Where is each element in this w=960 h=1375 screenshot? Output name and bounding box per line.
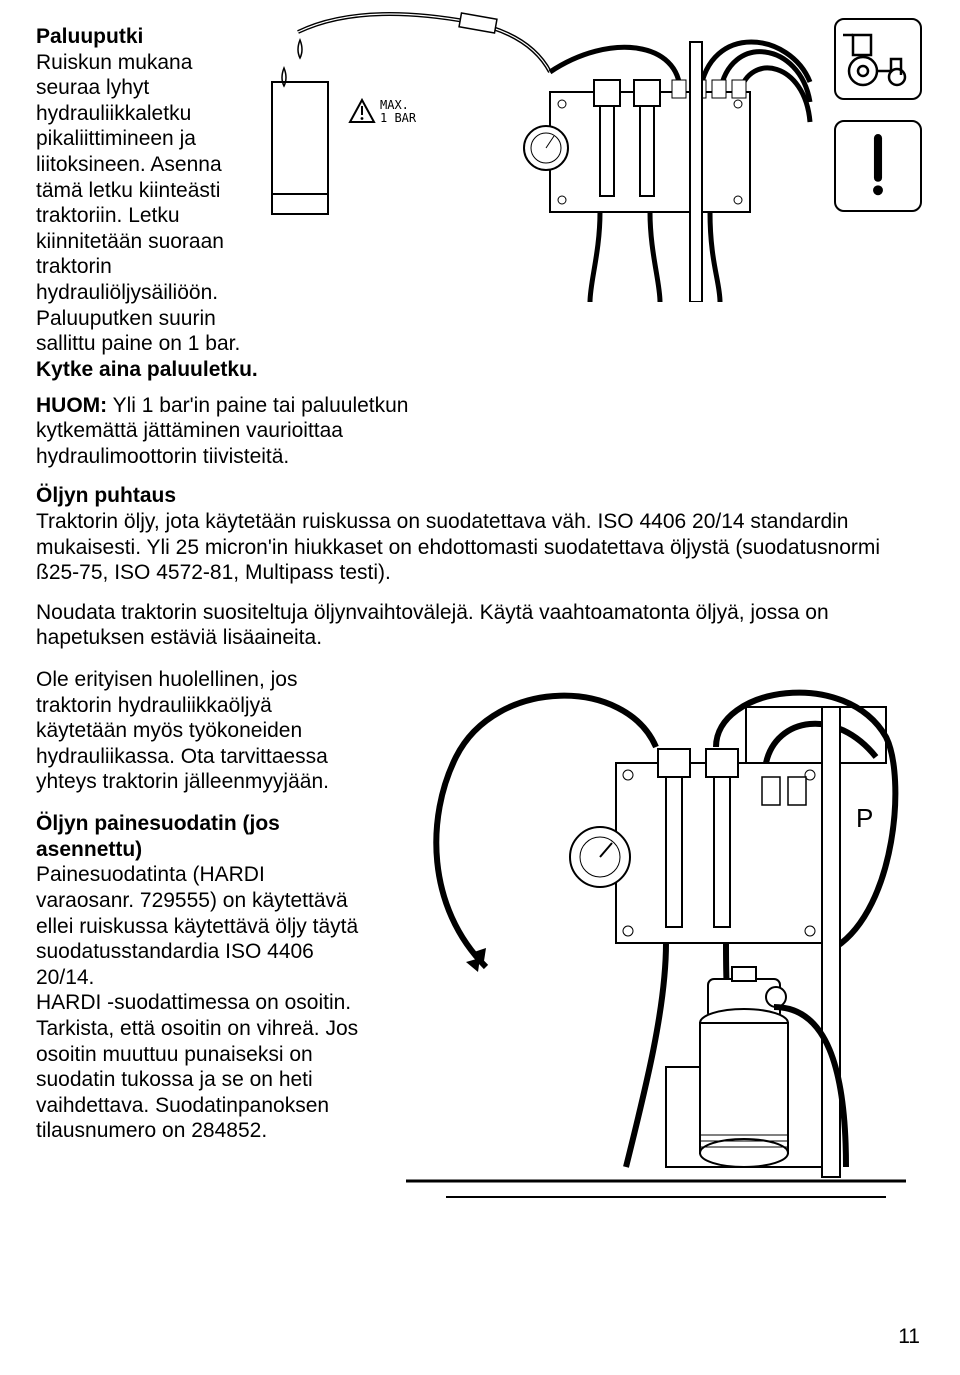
huom-label: HUOM: [36,394,107,417]
diagram-max-text: MAX. [380,98,409,112]
oil-purity-body: Traktorin öljy, jota käytetään ruiskussa… [36,510,880,584]
tractor-icon [834,18,922,100]
oil-purity-section: Öljyn puhtaus Traktorin öljy, jota käyte… [36,483,918,585]
return-pipe-paragraph: Paluuputki Ruiskun mukana seuraa lyhyt h… [36,24,262,383]
oil-purity-title: Öljyn puhtaus [36,484,176,507]
pressure-filter-title: Öljyn painesuodatin (jos asennettu) [36,812,280,861]
pressure-filter-section: Öljyn painesuodatin (jos asennettu) Pain… [36,811,366,1144]
return-pipe-body: Ruiskun mukana seuraa lyhyt hydrauliikka… [36,51,240,356]
huom-block: HUOM: Yli 1 bar'in paine tai paluuletkun… [36,393,466,470]
oil-change-paragraph: Noudata traktorin suositeltuja öljynvaih… [36,600,918,651]
return-pipe-bold-trail: Kytke aina paluuletku. [36,358,258,381]
filter-diagram: P [366,667,920,1232]
pressure-filter-body: Painesuodatinta (HARDI varaosanr. 729555… [36,863,358,1142]
caution-paragraph: Ole erityisen huolellinen, jos traktorin… [36,667,366,795]
hydraulic-diagram: MAX. 1 BAR [270,12,830,302]
svg-text:P: P [856,803,873,833]
diagram-bar-text: 1 BAR [380,111,417,125]
page-number: 11 [898,1325,920,1349]
return-pipe-title: Paluuputki [36,25,143,48]
warning-icon [834,120,922,212]
